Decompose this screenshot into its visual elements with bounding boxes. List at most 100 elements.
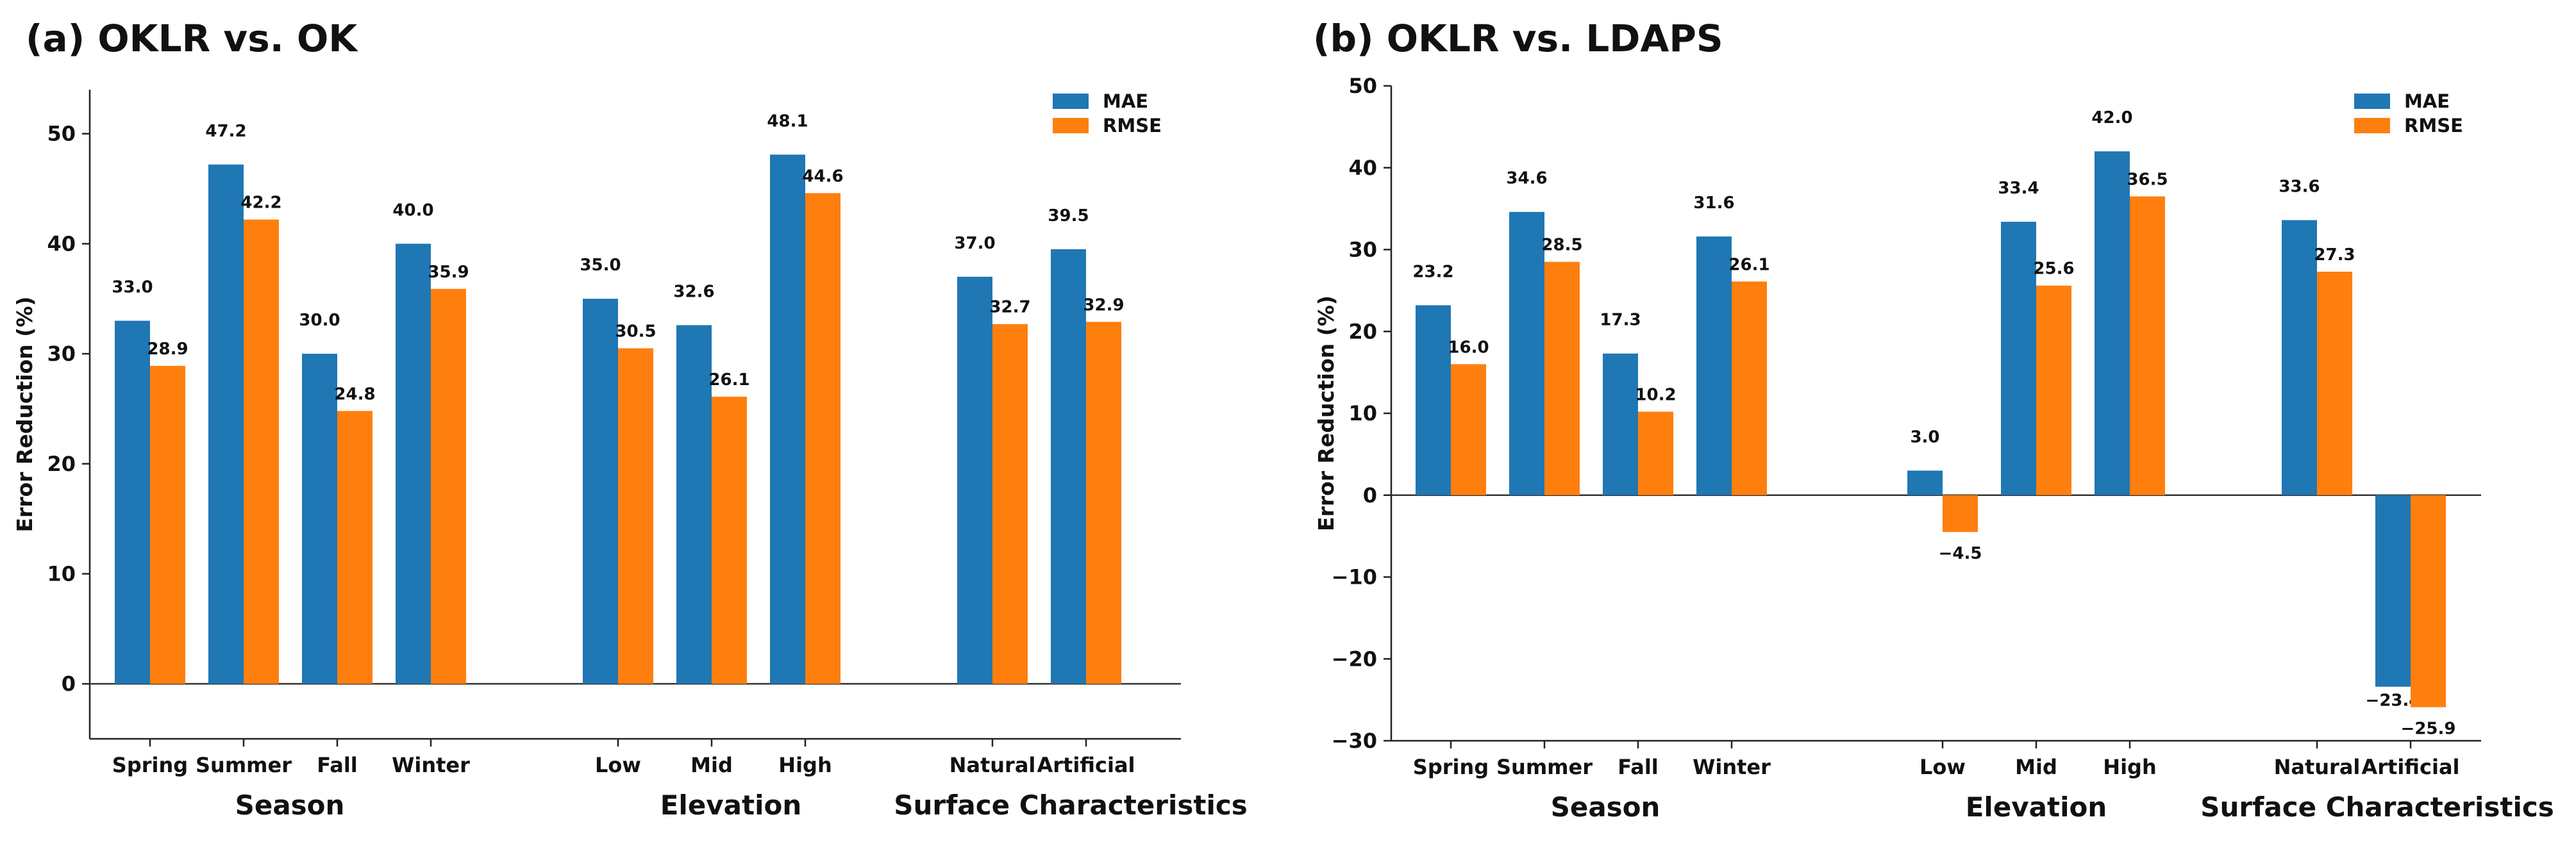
bar-value-label: 27.3	[2314, 245, 2355, 265]
bar-mae-low	[1907, 470, 1943, 495]
legend-swatch-mae	[1053, 94, 1089, 109]
bar-mae-natural	[957, 276, 992, 684]
bar-value-label: 26.1	[1728, 255, 1769, 274]
bar-value-label: 25.6	[2033, 260, 2074, 279]
group-label: Season	[235, 789, 345, 821]
x-tick-label: High	[2103, 755, 2156, 779]
bar-mae-mid	[676, 325, 712, 684]
legend: MAE RMSE	[1053, 90, 1162, 136]
chart-title: (b) OKLR vs. LDAPS	[1313, 17, 1723, 60]
bar-value-label: 10.2	[1635, 385, 1676, 404]
legend-label-mae: MAE	[1103, 90, 1148, 112]
x-tick-label: Artificial	[2361, 755, 2459, 779]
bar-value-label: 33.4	[1998, 179, 2039, 198]
bar-value-label: 40.0	[392, 201, 433, 220]
y-tick-label: 20	[1348, 319, 1377, 343]
y-axis-label: Error Reduction (%)	[1314, 295, 1339, 531]
bar-value-label: −4.5	[1939, 544, 1982, 563]
y-tick-label: 10	[47, 561, 76, 586]
bar-rmse-mid	[712, 397, 747, 684]
x-tick-label: Summer	[196, 753, 292, 777]
bar-value-label: −25.9	[2401, 720, 2456, 739]
bar-rmse-fall	[337, 411, 372, 684]
bar-mae-fall	[302, 354, 337, 684]
bar-rmse-spring	[150, 365, 185, 684]
y-tick-label: 40	[47, 231, 76, 256]
x-tick-label: Mid	[690, 753, 733, 777]
x-tick-label: Natural	[949, 753, 1036, 777]
panel-b: (b) OKLR vs. LDAPS −30 −20 −10 0 10 20 30 40 50 Er…	[1313, 17, 2554, 823]
bar-mae-artificial	[2375, 495, 2411, 687]
bar-rmse-winter	[1732, 281, 1767, 495]
bar-rmse-artificial	[2411, 495, 2446, 707]
bar-rmse-summer	[1544, 261, 1580, 495]
x-tick-label: Winter	[392, 753, 470, 777]
x-tick-label: Spring	[112, 753, 188, 777]
bar-rmse-mid	[2036, 285, 2071, 495]
bar-value-label: 28.5	[1541, 236, 1582, 255]
bar-value-label: 44.6	[802, 167, 843, 186]
bar-rmse-winter	[431, 288, 466, 684]
bar-value-label: 34.6	[1506, 169, 1547, 188]
bar-value-label: 17.3	[1600, 311, 1641, 330]
bar-rmse-low	[1943, 495, 1978, 532]
bar-value-label: 30.0	[299, 311, 340, 330]
y-tick-label: 20	[47, 452, 76, 476]
bar-value-label: 47.2	[205, 122, 246, 141]
bar-rmse-high	[805, 193, 841, 684]
y-axis-label: Error Reduction (%)	[12, 297, 37, 532]
bar-value-label: 42.2	[240, 194, 281, 213]
legend-swatch-mae	[2354, 94, 2390, 109]
x-tick-label: Low	[595, 753, 641, 777]
bar-mae-fall	[1603, 353, 1638, 495]
bar-rmse-high	[2130, 196, 2165, 495]
bar-value-label: 36.5	[2127, 170, 2168, 189]
y-tick-label: −20	[1332, 647, 1377, 671]
legend-swatch-rmse	[1053, 118, 1089, 133]
bar-value-label: 24.8	[334, 384, 375, 404]
x-tick-label: Low	[1919, 755, 1966, 779]
bar-value-label: 16.0	[1448, 338, 1489, 357]
bar-rmse-low	[618, 348, 653, 684]
legend: MAE RMSE	[2354, 90, 2463, 136]
x-tick-label: Mid	[2015, 755, 2057, 779]
chart-title: (a) OKLR vs. OK	[26, 17, 358, 60]
x-tick-label: High	[778, 753, 832, 777]
x-tick-label: Winter	[1693, 755, 1771, 779]
group-label: Surface Characteristics	[894, 789, 1248, 821]
group-label: Elevation	[660, 789, 802, 821]
bar-rmse-summer	[244, 219, 279, 684]
bar-value-label: 37.0	[954, 234, 995, 253]
legend-label-rmse: RMSE	[2404, 115, 2463, 136]
panel-a: (a) OKLR vs. OK 0 10 20 30 40 50 Error Reductio…	[12, 17, 1248, 821]
bar-value-label: 3.0	[1910, 427, 1939, 447]
group-label: Surface Characteristics	[2200, 791, 2554, 823]
bar-rmse-artificial	[1086, 322, 1121, 684]
x-tick-label: Natural	[2274, 755, 2361, 779]
bar-value-label: 23.2	[1412, 262, 1453, 281]
bar-rmse-spring	[1451, 364, 1486, 495]
bar-value-label: 28.9	[147, 340, 188, 359]
bar-value-label: 31.6	[1693, 194, 1734, 213]
bar-mae-low	[583, 299, 618, 684]
y-tick-label: 0	[62, 672, 76, 696]
bar-mae-summer	[1509, 211, 1544, 495]
bar-value-label: 26.1	[708, 370, 749, 390]
legend-label-mae: MAE	[2404, 90, 2450, 112]
bar-value-label: 32.6	[673, 282, 714, 301]
bar-value-label: 35.9	[428, 263, 469, 282]
legend-swatch-rmse	[2354, 118, 2390, 133]
bar-value-label: 32.7	[989, 298, 1030, 317]
bar-mae-mid	[2001, 222, 2036, 495]
y-tick-label: 0	[1363, 483, 1377, 508]
bar-value-label: 32.9	[1083, 295, 1124, 315]
bar-value-label: 48.1	[767, 111, 808, 131]
bar-value-label: 30.5	[615, 322, 656, 341]
x-tick-label: Artificial	[1037, 753, 1135, 777]
bar-value-label: 33.6	[2279, 177, 2320, 197]
bar-mae-artificial	[1051, 249, 1086, 684]
bar-rmse-natural	[992, 324, 1028, 684]
y-tick-label: −30	[1332, 729, 1377, 753]
x-tick-label: Fall	[317, 753, 358, 777]
